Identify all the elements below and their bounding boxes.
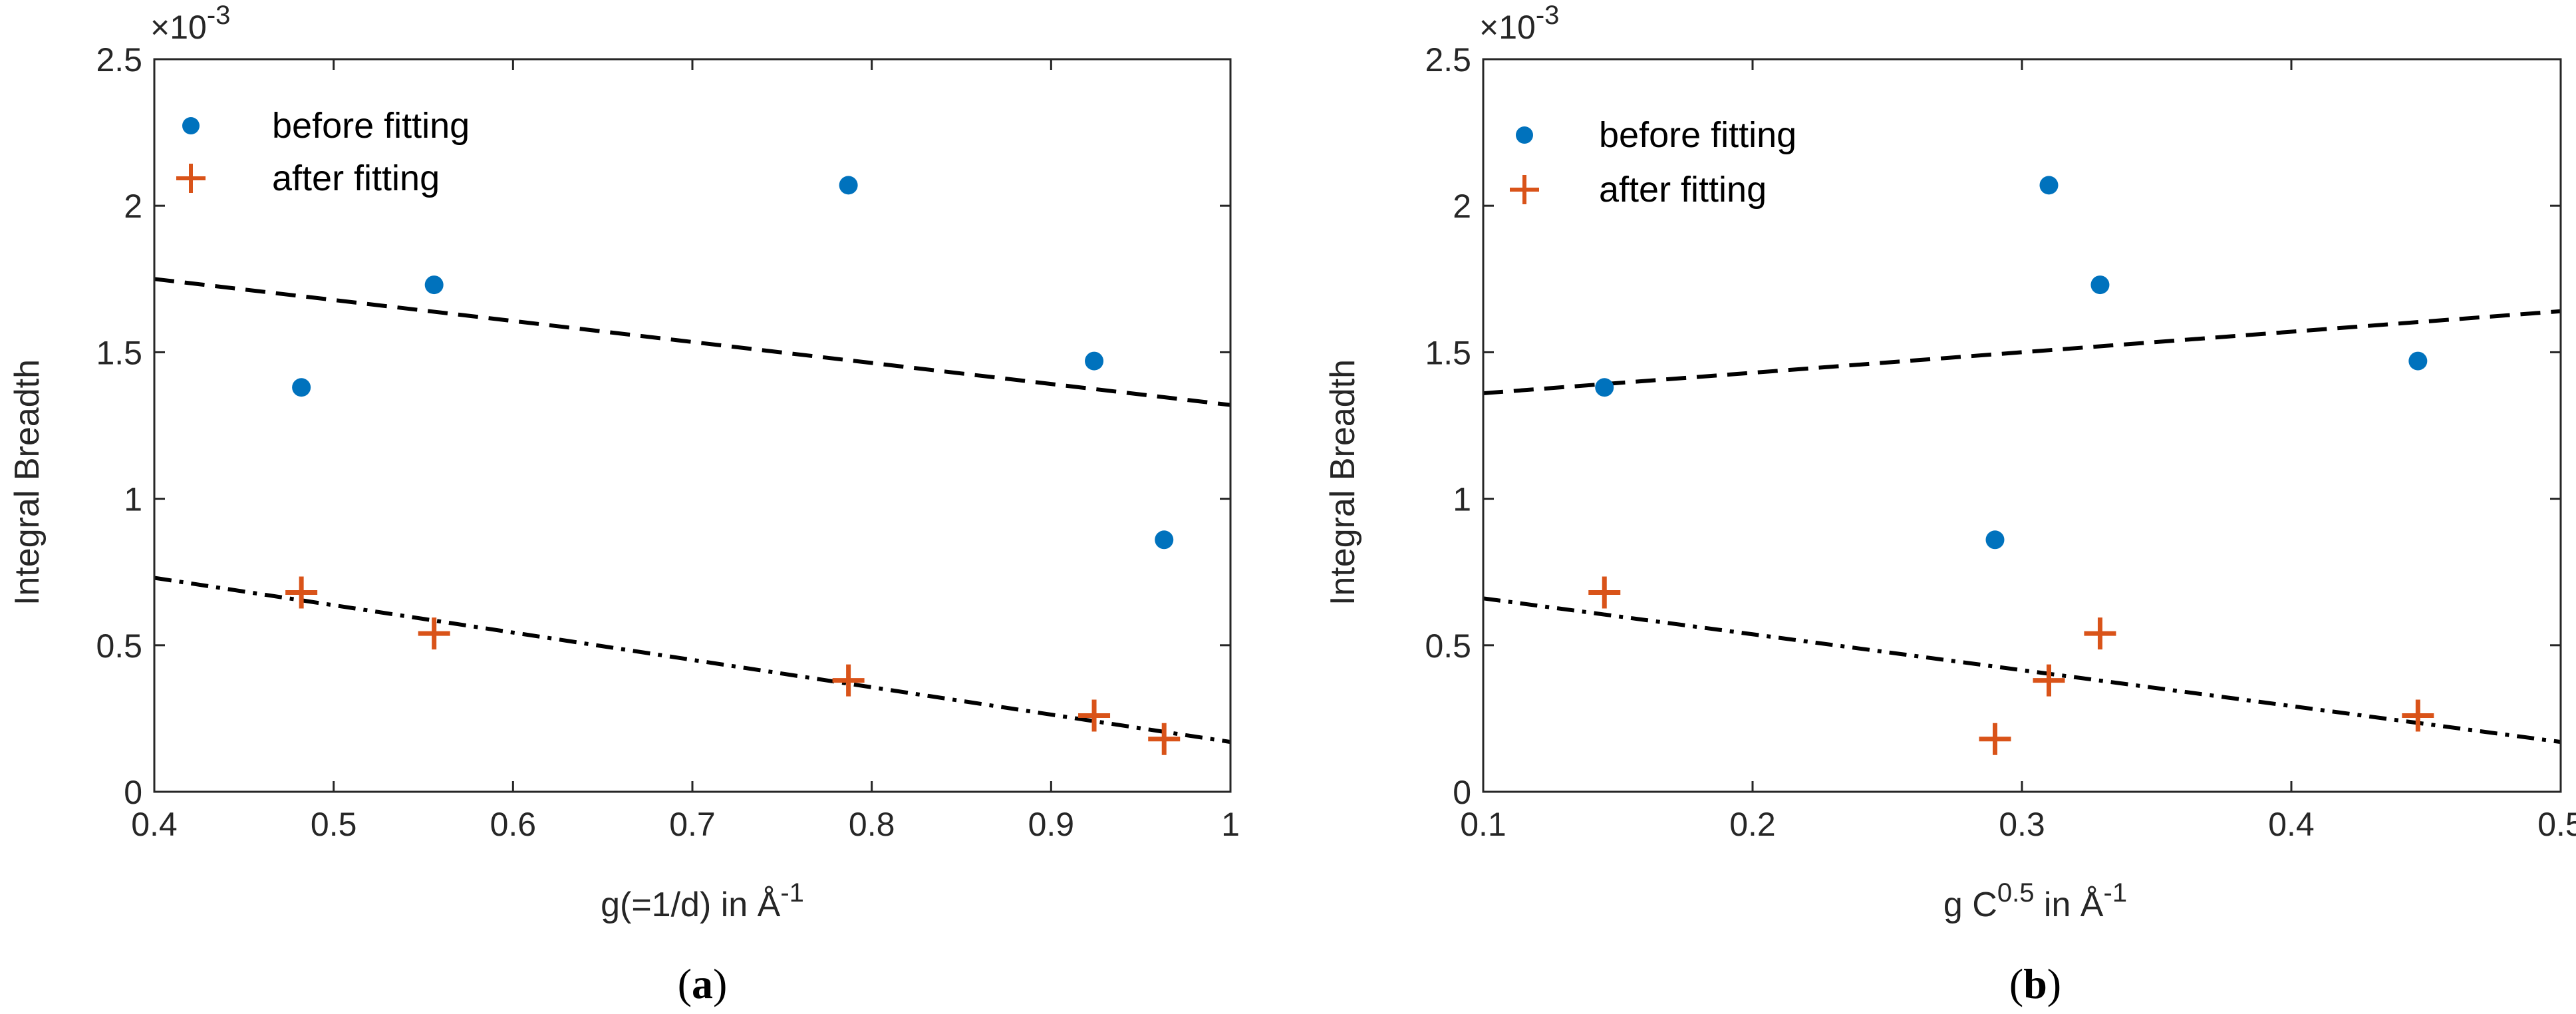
y-exponent-b: ×10-3 <box>1479 1 1559 46</box>
y-tick-label: 2.5 <box>96 41 142 79</box>
y-tick-label: 2 <box>1453 188 1471 225</box>
after-fitting-point <box>1148 723 1181 755</box>
legend-b: before fitting after fitting <box>1510 115 1796 210</box>
panel-a: 0.4 0.5 0.6 0.7 0.8 0.9 1 0 0.5 1 1.5 2 2.5 ×10-3 In… <box>8 1 1240 1007</box>
legend-dot-a <box>182 117 200 134</box>
y-tick-label: 1 <box>124 481 142 518</box>
before-fitting-point <box>424 275 444 295</box>
after-fitting-point <box>2033 664 2065 697</box>
before-fitting-point <box>1155 530 1174 550</box>
before-fitting-point <box>292 378 311 397</box>
y-tick-label: 1.5 <box>1425 334 1471 371</box>
y-tick-label: 2 <box>124 188 142 225</box>
x-axis-label-b: g C0.5 in Å-1 <box>1943 878 2127 924</box>
ticks-b: 0.1 0.2 0.3 0.4 0.5 0 0.5 1 1.5 2 2.5 <box>1425 41 2576 843</box>
x-tick-label: 0.9 <box>1028 806 1075 843</box>
fit-lines-b <box>1483 309 2561 745</box>
x-tick-label: 0.1 <box>1460 806 1506 843</box>
y-tick-label: 1 <box>1453 481 1471 518</box>
before-fitting-point <box>1985 530 2005 550</box>
y-tick-label: 0.5 <box>1425 627 1471 665</box>
x-axis-label-a: g(=1/d) in Å-1 <box>601 878 804 924</box>
x-tick-label: 0.4 <box>2268 806 2315 843</box>
after-fitting-point <box>1588 576 1621 609</box>
x-tick-label: 0.7 <box>669 806 716 843</box>
fit-lines-a <box>154 277 1231 745</box>
x-tick-label: 1 <box>1221 806 1240 843</box>
after-fitting-point <box>2402 699 2434 732</box>
before-fitting-point <box>1085 351 1104 371</box>
y-tick-label: 2.5 <box>1425 41 1471 79</box>
before-fitting-point <box>2090 275 2110 295</box>
x-tick-label: 0.8 <box>849 806 895 843</box>
fit-line-after <box>1483 596 2561 745</box>
y-tick-label: 0 <box>124 774 142 811</box>
x-tick-label: 0.3 <box>1999 806 2045 843</box>
fit-line-before <box>154 277 1231 407</box>
legend-plus-a <box>176 164 206 193</box>
legend-after-label-a: after fitting <box>272 158 440 198</box>
legend-plus-b <box>1510 175 1539 204</box>
x-tick-label: 0.4 <box>131 806 178 843</box>
after-fitting-point <box>418 617 450 650</box>
legend-after-label-b: after fitting <box>1599 170 1767 210</box>
after-fitting-point <box>832 664 865 697</box>
after-fitting-point <box>1979 723 2011 755</box>
before-fitting-point <box>2039 176 2059 195</box>
before-fitting-point <box>1595 378 1614 397</box>
x-tick-label: 0.5 <box>2537 806 2576 843</box>
y-tick-label: 1.5 <box>96 334 142 371</box>
before-fitting-point <box>2408 351 2428 371</box>
fit-line-after <box>154 576 1231 745</box>
after-fitting-point <box>2084 617 2116 650</box>
caption-a: (a) <box>678 960 728 1007</box>
legend-before-label-a: before fitting <box>272 106 470 146</box>
after-fitting-point <box>285 576 318 609</box>
after-fitting-point <box>1078 699 1111 732</box>
y-tick-label: 0.5 <box>96 627 142 665</box>
y-tick-label: 0 <box>1453 774 1471 811</box>
ticks-a: 0.4 0.5 0.6 0.7 0.8 0.9 1 0 0.5 1 1.5 2 2.5 <box>96 41 1239 843</box>
y-axis-label-a: Integral Breadth <box>8 359 47 605</box>
x-tick-label: 0.6 <box>490 806 537 843</box>
x-tick-label: 0.2 <box>1729 806 1776 843</box>
legend-before-label-b: before fitting <box>1599 115 1796 155</box>
panel-b: 0.1 0.2 0.3 0.4 0.5 0 0.5 1 1.5 2 2.5 ×10-3 Integr… <box>1324 1 2576 1007</box>
fit-line-before <box>1483 309 2561 396</box>
legend-dot-b <box>1516 126 1533 144</box>
before-fitting-point <box>839 176 858 195</box>
y-axis-label-b: Integral Breadth <box>1324 359 1362 605</box>
data-marks-b <box>1588 176 2434 755</box>
caption-b: (b) <box>2009 960 2061 1007</box>
x-tick-label: 0.5 <box>311 806 357 843</box>
data-marks-a <box>285 176 1181 755</box>
y-exponent-a: ×10-3 <box>150 1 230 46</box>
legend-a: before fitting after fitting <box>176 106 470 198</box>
